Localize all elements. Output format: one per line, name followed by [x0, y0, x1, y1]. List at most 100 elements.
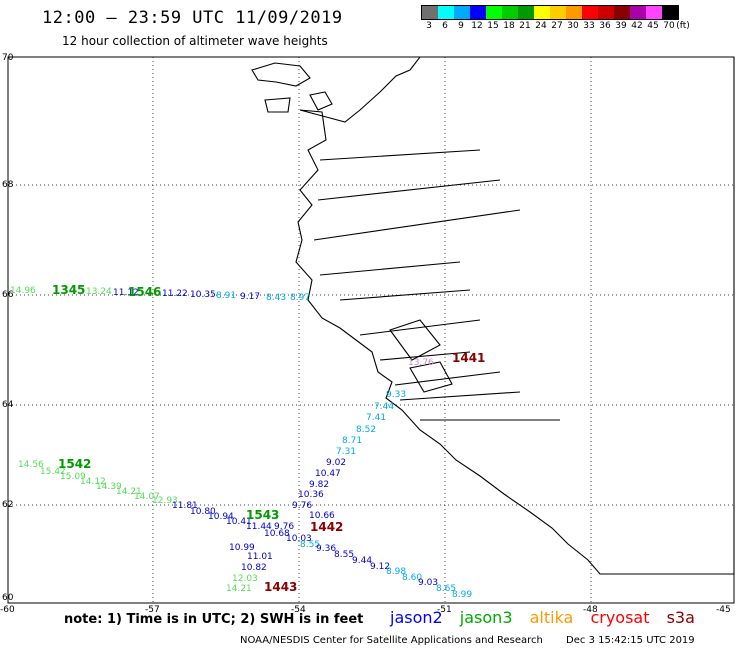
scale-swatch	[582, 6, 598, 19]
map-frame	[7, 56, 735, 604]
altimeter-track-5: 13.76 1441	[408, 351, 485, 368]
scale-label: 24	[535, 21, 547, 31]
timestamp: Dec 3 15:42:15 UTC 2019	[566, 635, 695, 646]
pass-number: 1443	[264, 580, 297, 594]
swh-label: 12.03	[232, 574, 258, 584]
swh-label: 8.91	[216, 291, 236, 301]
pass-number: 1442	[310, 520, 343, 534]
swh-label: 10.68	[264, 529, 290, 539]
scale-label: 39	[615, 21, 627, 31]
scale-swatch	[550, 6, 566, 19]
swh-label: 14.39	[96, 482, 122, 492]
scale-label: 6	[442, 21, 448, 31]
scale-swatch	[630, 6, 646, 19]
swh-label: 8.60	[402, 573, 422, 583]
swh-label: 8.65	[436, 584, 456, 594]
swh-label: 14.56	[18, 460, 44, 470]
scale-swatch	[646, 6, 662, 19]
swh-label: 11.22	[162, 289, 188, 299]
axis-labels: 70 68 66 64 62 60 -60 -57 -54 -51 -48 -4…	[0, 53, 731, 615]
lon-label: -51	[437, 605, 452, 615]
lat-label: 66	[2, 290, 14, 300]
scale-unit: (ft)	[676, 21, 690, 31]
swh-label: 8.98	[386, 567, 406, 577]
lat-label: 64	[2, 400, 14, 410]
swh-label: 15.09	[60, 472, 86, 482]
swh-label: 14.21	[226, 584, 252, 594]
scale-swatch	[454, 6, 470, 19]
swh-label: 9.03	[418, 578, 438, 588]
swh-label: 11.81	[172, 501, 198, 511]
scale-label: 36	[599, 21, 611, 31]
lon-label: -48	[583, 605, 598, 615]
swh-label: 14.07	[134, 492, 160, 502]
graticule	[8, 57, 734, 603]
scale-swatch	[518, 6, 534, 19]
map-subtitle: 12 hour collection of altimeter wave hei…	[62, 34, 328, 48]
scale-label: 27	[551, 21, 563, 31]
altimeter-track-1: 14.96 13.24 11.12 11.22 10.35 8.91 9.17 …	[10, 283, 310, 303]
scale-label: 18	[503, 21, 515, 31]
footer-note: note: 1) Time is in UTC; 2) SWH is in fe…	[64, 612, 364, 627]
satellite-legend: jason2 jason3 altika cryosat s3a	[390, 608, 707, 627]
footer-credit: NOAA/NESDIS Center for Satellite Applica…	[240, 635, 695, 646]
swh-label: 8.55	[300, 540, 320, 550]
swh-label: 9.33	[386, 390, 406, 400]
lat-label: 62	[2, 500, 13, 510]
color-scale-legend: 3 6 9 12 15 18 21 24 27 30 33 36 39 42 45 70 (ft)	[421, 5, 690, 34]
pass-number: 1546	[128, 285, 161, 299]
lon-label: -60	[0, 605, 15, 615]
satellite-jason2: jason2	[390, 608, 443, 627]
swh-label: 7.41	[366, 413, 386, 423]
swh-label: 9.82	[309, 480, 329, 490]
scale-label: 45	[647, 21, 659, 31]
lon-label: -54	[291, 605, 306, 615]
lat-label: 70	[2, 53, 14, 63]
swh-label: 10.35	[190, 290, 216, 300]
swh-label: 8.99	[452, 590, 472, 600]
swh-label: 8.55	[334, 550, 354, 560]
swh-label: 10.80	[190, 507, 216, 517]
swh-label: 10.36	[298, 490, 324, 500]
scale-swatch	[422, 6, 438, 19]
pass-number: 1543	[246, 508, 279, 522]
swh-label: 9.76	[292, 501, 312, 511]
satellite-cryosat: cryosat	[590, 608, 650, 627]
color-scale-swatches	[421, 5, 679, 20]
color-scale-labels: 3 6 9 12 15 18 21 24 27 30 33 36 39 42 45 70 (ft)	[421, 20, 690, 34]
scale-label: 21	[519, 21, 531, 31]
scale-swatch	[534, 6, 550, 19]
lat-label: 60	[2, 593, 14, 603]
credit-text: NOAA/NESDIS Center for Satellite Applica…	[240, 635, 543, 646]
swh-label: 9.36	[316, 544, 336, 554]
altimeter-track-3: 9.76 10.68 10.03 8.55 9.36 8.55 9.44 9.1…	[264, 520, 472, 600]
swh-label: 8.52	[356, 425, 376, 435]
swh-label: 10.03	[286, 534, 312, 544]
swh-label: 10.47	[315, 469, 341, 479]
swh-label: 8.71	[342, 436, 362, 446]
scale-swatch	[470, 6, 486, 19]
scale-swatch	[502, 6, 518, 19]
scale-swatch	[566, 6, 582, 19]
pass-number: 1542	[58, 457, 91, 471]
scale-swatch	[598, 6, 614, 19]
lat-label: 68	[2, 180, 14, 190]
swh-label: 11.12	[113, 288, 139, 298]
swh-label: 9.02	[326, 458, 346, 468]
swh-label: 10.99	[229, 543, 255, 553]
pass-number: 1441	[452, 351, 485, 365]
satellite-jason3: jason3	[459, 608, 513, 627]
altimeter-track-2: 14.56 15.42 15.09 14.12 14.39 14.21 14.0…	[18, 390, 406, 532]
swh-label: 14.96	[10, 286, 36, 296]
scale-label: 12	[471, 21, 483, 31]
swh-label: 10.94	[208, 512, 234, 522]
swh-label: 8.97	[290, 293, 310, 303]
satellite-s3a: s3a	[666, 608, 695, 627]
swh-label: 10.41	[226, 517, 252, 527]
swh-label: 15.42	[40, 467, 66, 477]
map-title: 12:00 – 23:59 UTC 11/09/2019	[42, 8, 343, 28]
altimeter-track-4: 11.01 10.99 10.82 12.03 14.21 1443	[226, 543, 297, 594]
swh-label: 12.93	[152, 496, 178, 506]
swh-label: 14.12	[80, 477, 106, 487]
